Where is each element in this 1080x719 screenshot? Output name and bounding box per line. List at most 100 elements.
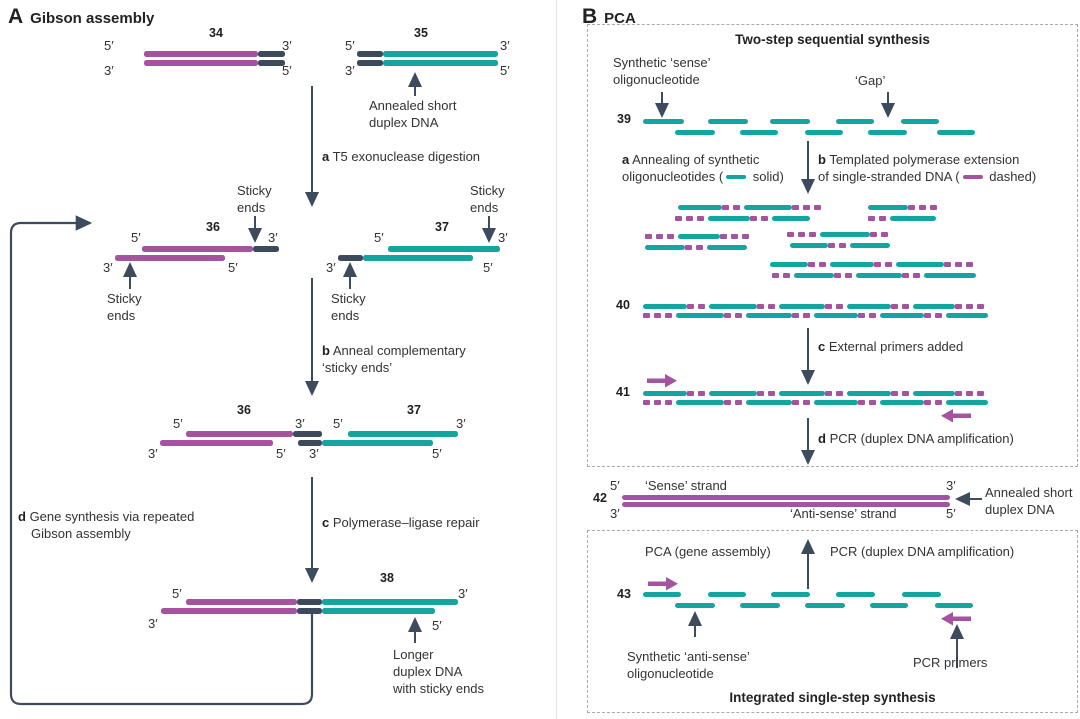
oligo-segment <box>643 592 681 597</box>
dashed-extension-segment <box>819 262 826 267</box>
step-letter: b <box>322 343 330 358</box>
dashed-extension-segment <box>825 391 832 396</box>
label: 3′ <box>500 38 510 53</box>
dashed-extension-segment <box>750 216 757 221</box>
oligo-segment <box>363 255 473 261</box>
label: 3′ <box>458 586 468 601</box>
oligo-segment <box>868 130 907 135</box>
oligo-segment <box>790 243 828 248</box>
dashed-extension-segment <box>814 205 821 210</box>
oligo-segment <box>805 603 845 608</box>
strand-gap <box>845 605 870 606</box>
dashed-extension-segment <box>722 205 729 210</box>
pca-step-b-label: b Templated polymerase extension <box>818 152 1020 167</box>
longer-duplex-note: duplex DNA <box>393 664 463 679</box>
dashed-extension-segment <box>935 400 942 405</box>
oligo-segment <box>856 273 902 278</box>
oligo-segment <box>847 391 891 396</box>
label: 5′ <box>172 586 182 601</box>
structure-40-bottom <box>643 313 988 318</box>
structure-41-top <box>643 391 988 396</box>
dashed-extension-segment <box>919 205 926 210</box>
structure-42-antisense <box>622 502 950 507</box>
dashed-extension-segment <box>869 400 876 405</box>
dashed-extension-segment <box>885 262 892 267</box>
dashed-extension-segment <box>792 400 799 405</box>
intermediate-duplex <box>645 234 753 239</box>
dashed-extension-segment <box>685 245 692 250</box>
oligo-segment <box>678 234 720 239</box>
step-letter: a <box>622 152 630 167</box>
oligo-segment <box>770 262 808 267</box>
label: 5′ <box>610 478 620 493</box>
duplex-38-bottom <box>161 608 435 614</box>
dashed-extension-segment <box>966 304 973 309</box>
dashed-extension-segment <box>787 232 794 237</box>
antisense-oligo-note: Synthetic ‘anti-sense’ <box>627 649 750 664</box>
sense-oligo-note: Synthetic ‘sense’ <box>613 55 711 70</box>
oligo-segment <box>820 232 870 237</box>
strand-gap <box>875 594 902 595</box>
overlap-segment <box>297 599 322 605</box>
duplex-37-number: 37 <box>435 220 449 234</box>
step-letter: c <box>818 339 826 354</box>
pca-step-b-label: of single-stranded DNA ( dashed) <box>818 169 1037 184</box>
pcr-amplification-label: PCR (duplex DNA amplification) <box>830 544 1015 559</box>
label: 37 <box>407 403 421 417</box>
dashed-extension-segment <box>645 234 652 239</box>
intermediate-duplex <box>678 205 825 210</box>
label: 3′ <box>309 446 319 461</box>
dashed-extension-segment <box>667 234 674 239</box>
dashed-extension-segment <box>724 313 731 318</box>
single-step-synthesis-title: Integrated single-step synthesis <box>729 690 936 705</box>
structure-41-number: 41 <box>616 385 630 399</box>
dna-segment <box>622 502 950 507</box>
oligo-segment <box>902 592 941 597</box>
step-letter: d <box>818 431 826 446</box>
dashed-extension-segment <box>836 304 843 309</box>
strand-gap <box>874 121 901 122</box>
dashed-extension-segment <box>687 391 694 396</box>
label: 3′ <box>103 260 113 275</box>
label: 5′ <box>333 416 343 431</box>
label: 3′ <box>610 506 620 521</box>
dashed-extension-segment <box>944 262 951 267</box>
dna-segment <box>186 599 297 605</box>
oligo-segment <box>383 51 498 57</box>
label: Sticky <box>237 183 272 198</box>
dashed-extension-segment <box>879 216 886 221</box>
overlap-segment <box>357 60 383 66</box>
dashed-extension-segment <box>735 313 742 318</box>
teal-strand-legend-icon <box>726 174 747 179</box>
panel-b-title: B PCA <box>582 5 636 29</box>
annealed-short-note-b: duplex DNA <box>985 502 1055 517</box>
oligo-segment <box>708 216 750 221</box>
dashed-extension-segment <box>891 391 898 396</box>
gap-note: ‘Gap’ <box>855 73 886 88</box>
strand-gap <box>810 594 836 595</box>
dashed-extension-segment <box>908 205 915 210</box>
oligo-segment <box>913 391 955 396</box>
label: 5′ <box>276 446 286 461</box>
dashed-extension-segment <box>828 243 835 248</box>
dashed-extension-segment <box>902 304 909 309</box>
pca-step-c-label: c External primers added <box>818 339 964 354</box>
dashed-extension-segment <box>665 400 672 405</box>
pcr-primers-note: PCR primers <box>913 655 988 670</box>
label: 3′ <box>295 416 305 431</box>
overlap-segment <box>297 608 322 614</box>
label: Sticky <box>470 183 505 198</box>
intermediate-duplex <box>645 245 747 250</box>
dashed-extension-segment <box>656 234 663 239</box>
dashed-extension-segment <box>839 243 846 248</box>
oligo-segment <box>709 304 757 309</box>
dashed-extension-segment <box>803 400 810 405</box>
dashed-extension-segment <box>881 232 888 237</box>
panel-divider <box>556 0 557 719</box>
oligo-segment <box>643 391 687 396</box>
step-d-label: Gibson assembly <box>31 526 131 541</box>
label: ends <box>331 308 360 323</box>
repeat-gibson-loop-arrow <box>9 215 314 706</box>
label: 5′ <box>432 446 442 461</box>
step-letter: c <box>322 515 330 530</box>
